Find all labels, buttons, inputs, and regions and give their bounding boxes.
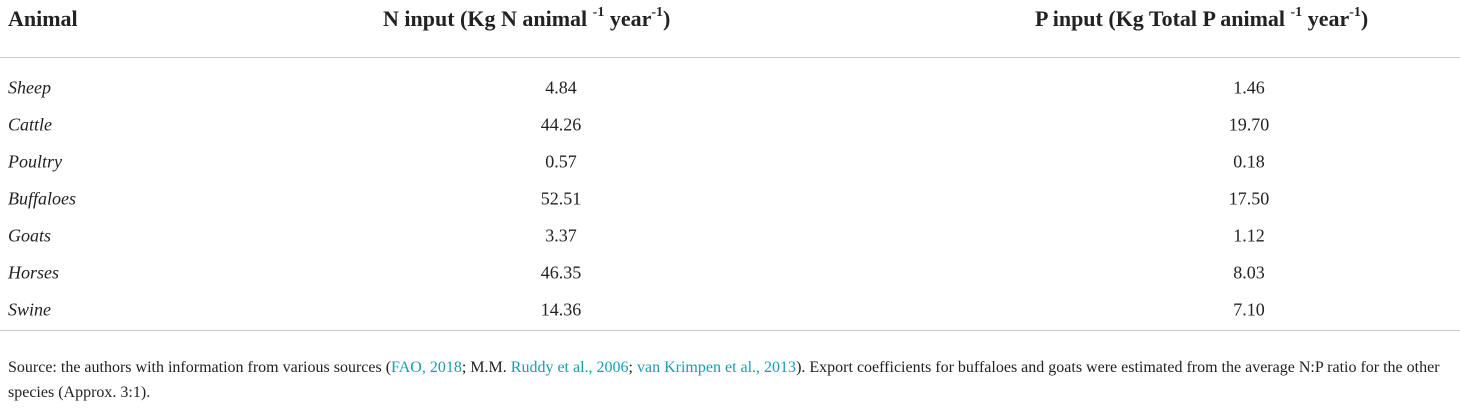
- header-text: P input (Kg Total P animal: [1035, 6, 1291, 31]
- cell-value: 7.10: [1233, 299, 1265, 320]
- cell-value: 46.35: [540, 262, 582, 283]
- citation-link[interactable]: FAO, 2018: [391, 359, 462, 376]
- header-cell: Animal: [8, 6, 78, 32]
- citation-link[interactable]: Ruddy et al., 2006: [510, 359, 629, 376]
- cell-value: 4.84: [545, 77, 577, 98]
- cell-value: 52.51: [540, 188, 582, 209]
- header-text: ): [663, 6, 671, 31]
- cell-value: 17.50: [1228, 188, 1270, 209]
- header-text: N input (Kg N animal: [383, 6, 593, 31]
- header-cell: P input (Kg Total P animal -1 year-1): [1035, 4, 1369, 32]
- animal-name: Goats: [8, 225, 52, 246]
- superscript: -1: [651, 4, 664, 20]
- animal-name: Swine: [8, 299, 51, 320]
- cell-value: 1.12: [1233, 225, 1265, 246]
- source-note: Source: the authors with information fro…: [8, 355, 1458, 405]
- superscript: -1: [592, 4, 605, 20]
- cell-value: 0.57: [545, 151, 577, 172]
- cell-value: 19.70: [1228, 114, 1270, 135]
- note-text: ;: [628, 359, 637, 376]
- note-text: ). Export coefficients for buffaloes and…: [8, 359, 1440, 401]
- cell-value: 44.26: [540, 114, 582, 135]
- header-rule: [0, 57, 1460, 58]
- header-text: year: [604, 6, 652, 31]
- animal-name: Cattle: [8, 114, 52, 135]
- header-text: year: [1302, 6, 1350, 31]
- cell-value: 14.36: [540, 299, 582, 320]
- animal-name: Buffaloes: [8, 188, 76, 209]
- header-text: Animal: [8, 6, 78, 31]
- cell-value: 3.37: [545, 225, 577, 246]
- animal-name: Horses: [8, 262, 60, 283]
- cell-value: 0.18: [1233, 151, 1265, 172]
- header-text: ): [1360, 6, 1369, 31]
- cell-value: 8.03: [1233, 262, 1265, 283]
- animal-name: Sheep: [8, 77, 51, 98]
- cell-value: 1.46: [1233, 77, 1265, 98]
- footer-rule: [0, 330, 1460, 331]
- citation-link[interactable]: van Krimpen et al., 2013: [636, 359, 797, 376]
- note-text: ; M.M.: [461, 359, 511, 376]
- superscript: -1: [1290, 4, 1303, 20]
- header-cell: N input (Kg N animal -1 year-1): [383, 4, 671, 32]
- note-text: Source: the authors with information fro…: [8, 359, 392, 376]
- superscript: -1: [1349, 4, 1361, 20]
- animal-name: Poultry: [8, 151, 62, 172]
